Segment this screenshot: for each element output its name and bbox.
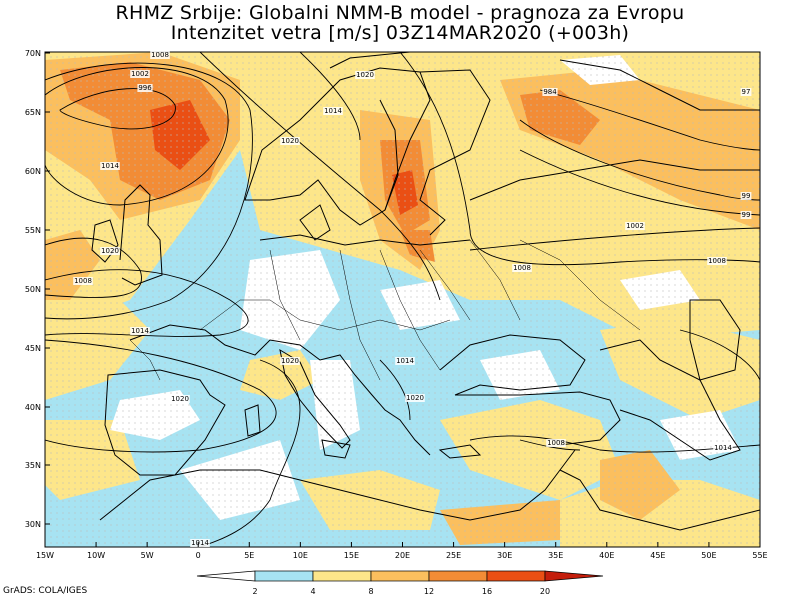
isobar-label-bg	[355, 71, 375, 79]
map-title: RHMZ Srbije: Globalni NMM-B model - prag…	[115, 2, 685, 24]
isobar-label-bg	[323, 107, 343, 115]
colorbar-tick-label: 12	[424, 587, 434, 596]
isobar-label: 1002	[626, 222, 644, 230]
isobar-label: 1014	[191, 539, 209, 547]
lat-label: 40N	[25, 403, 41, 412]
isobar-label-bg	[625, 222, 645, 230]
isobar-label: 1008	[74, 277, 92, 285]
isobar-label: 1008	[708, 257, 726, 265]
lon-label: 45E	[650, 551, 665, 560]
isobar-label: 1014	[131, 327, 149, 335]
lon-label: 0	[196, 551, 201, 560]
isobar-label: 1014	[101, 162, 119, 170]
isobar-label: 1008	[151, 51, 169, 59]
isobar-label-bg	[190, 539, 210, 547]
isobar-label: 1020	[281, 357, 299, 365]
isobar-label-bg	[740, 88, 752, 96]
lat-label: 30N	[25, 520, 41, 529]
longitude-axis: 15W 10W 5W 0 5E 10E 15E 20E 25E 30E 35E 40E 45E 50E 55…	[36, 542, 768, 560]
isobar-label: 1008	[513, 264, 531, 272]
isobar-label: 1014	[714, 444, 732, 452]
isobars	[45, 52, 760, 547]
map-subtitle: Intenzitet vetra [m/s] 03Z14MAR2020 (+00…	[170, 22, 630, 44]
lon-label: 40E	[599, 551, 614, 560]
lon-label: 25E	[446, 551, 461, 560]
colorbar-segment	[196, 570, 256, 582]
isobar-label-bg	[100, 162, 120, 170]
isobar-label: 99	[742, 192, 751, 200]
isobar-label-bg	[280, 357, 300, 365]
isobar-label-bg	[740, 192, 752, 200]
lat-label: 35N	[25, 461, 41, 470]
isobar-label-bg	[137, 84, 153, 92]
lon-label: 20E	[395, 551, 410, 560]
isobar-label-bg	[542, 88, 558, 96]
colorbar-segment	[370, 570, 430, 582]
isobar-label: 1008	[547, 439, 565, 447]
isobar-label-bg	[150, 51, 170, 59]
isobar-label: 1020	[406, 394, 424, 402]
wind-field	[45, 52, 760, 547]
lat-label: 60N	[25, 167, 41, 176]
lon-label: 30E	[497, 551, 512, 560]
lat-label: 65N	[25, 108, 41, 117]
colorbar-tick-label: 20	[540, 587, 550, 596]
lon-label: 15W	[36, 551, 54, 560]
isobar-label: 1002	[131, 70, 149, 78]
coastlines	[91, 52, 760, 531]
colorbar-tick-label: 16	[482, 587, 492, 596]
isobar-label: 984	[543, 88, 557, 96]
colorbar-segment	[544, 570, 604, 582]
lon-label: 10W	[87, 551, 105, 560]
borders	[129, 239, 641, 381]
isobar-label-bg	[130, 70, 150, 78]
isobar-label-bg	[546, 439, 566, 447]
colorbar-segment	[312, 570, 372, 582]
isobar-label-bg	[740, 211, 752, 219]
isobar-label: 1020	[356, 71, 374, 79]
lat-label: 70N	[25, 49, 41, 58]
lat-label: 50N	[25, 285, 41, 294]
isobar-label: 1020	[101, 247, 119, 255]
lon-label: 5E	[244, 551, 254, 560]
isobar-label: 97	[742, 88, 751, 96]
colorbar-tick-label: 8	[368, 587, 373, 596]
isobar-label-bg	[100, 247, 120, 255]
lon-label: 35E	[548, 551, 563, 560]
lat-label: 55N	[25, 226, 41, 235]
isobar-labels: 1008 1002 996 1014 1020 1008 1014 1020 1020 1014 1…	[73, 51, 752, 547]
isobar-label: 996	[138, 84, 152, 92]
isobar-label: 99	[742, 211, 751, 219]
isobar-label-bg	[130, 327, 150, 335]
isobar-label: 1014	[396, 357, 414, 365]
colorbar-segment	[254, 570, 314, 582]
isobar-label-bg	[73, 277, 93, 285]
lon-label: 15E	[344, 551, 359, 560]
lat-label: 45N	[25, 344, 41, 353]
lon-label: 50E	[701, 551, 716, 560]
colorbar-tick-label: 4	[310, 587, 315, 596]
colorbar-tick-label: 2	[252, 587, 257, 596]
colorbar-segment	[486, 570, 546, 582]
isobar-label-bg	[395, 357, 415, 365]
lon-label: 10E	[293, 551, 308, 560]
isobar-label-bg	[707, 257, 727, 265]
isobar-label-bg	[170, 395, 190, 403]
isobar-label: 1014	[324, 107, 342, 115]
colorbar: 2 4 8 12 16 20	[196, 570, 604, 596]
isobar-label-bg	[405, 394, 425, 402]
colorbar-segment	[428, 570, 488, 582]
latitude-axis: 70N 65N 60N 55N 50N 45N 40N 35N 30N	[25, 49, 50, 529]
isobar-label: 1020	[171, 395, 189, 403]
isobar-label-bg	[512, 264, 532, 272]
isobar-label-bg	[280, 137, 300, 145]
lon-label: 55E	[752, 551, 767, 560]
lon-label: 5W	[141, 551, 154, 560]
isobar-label-bg	[713, 444, 733, 452]
isobar-label: 1020	[281, 137, 299, 145]
credit-text: GrADS: COLA/IGES	[3, 586, 88, 596]
